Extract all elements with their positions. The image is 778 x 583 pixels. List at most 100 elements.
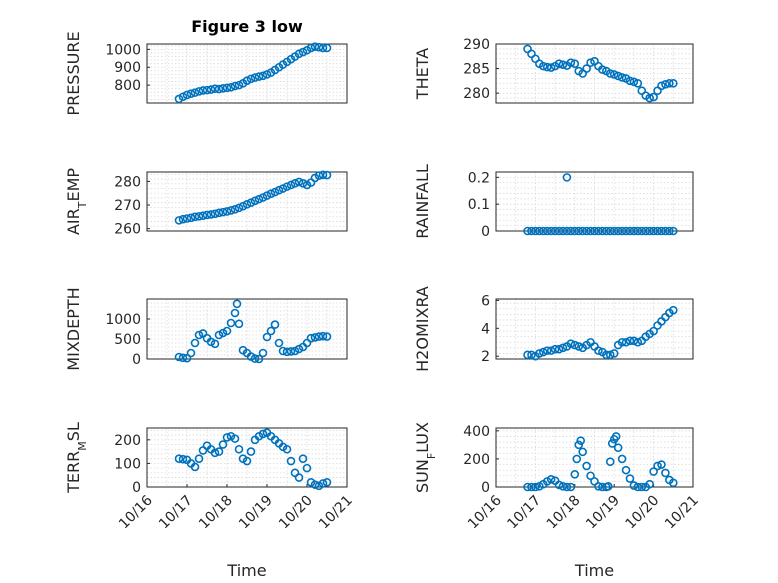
data-point bbox=[186, 348, 196, 358]
data-point bbox=[523, 350, 532, 360]
data-point bbox=[310, 480, 320, 489]
data-point bbox=[214, 447, 224, 456]
data-point bbox=[306, 333, 316, 343]
data-point bbox=[294, 177, 304, 187]
data-point bbox=[566, 226, 576, 236]
data-point bbox=[254, 194, 264, 204]
subplot-4: 0 0.1 0.2 RAINFALL bbox=[413, 164, 694, 240]
data-point bbox=[258, 429, 268, 439]
data-point bbox=[570, 470, 580, 479]
data-point bbox=[558, 481, 568, 491]
data-point bbox=[222, 326, 232, 336]
data-point bbox=[230, 204, 240, 214]
x-tick-label: 10/18 bbox=[544, 493, 584, 533]
data-point bbox=[546, 63, 556, 72]
data-point bbox=[617, 73, 627, 82]
data-point bbox=[594, 481, 603, 491]
data-point bbox=[314, 42, 324, 52]
data-point bbox=[554, 226, 564, 236]
data-point bbox=[202, 85, 212, 95]
data-point bbox=[527, 482, 536, 492]
data-point bbox=[178, 454, 188, 464]
y-tick-label: 270 bbox=[114, 198, 141, 214]
data-point bbox=[278, 346, 288, 356]
data-point bbox=[194, 87, 204, 96]
y-tick-label: 200 bbox=[114, 433, 141, 449]
data-point bbox=[574, 440, 584, 450]
data-point bbox=[262, 191, 272, 200]
axis-frame bbox=[146, 427, 348, 488]
data-point bbox=[594, 226, 603, 236]
data-point bbox=[668, 79, 678, 88]
y-axis-label: AIRTEMP bbox=[64, 168, 89, 235]
data-point bbox=[226, 206, 236, 215]
data-point bbox=[232, 299, 242, 309]
data-point bbox=[558, 343, 568, 353]
y-tick-label: 2 bbox=[481, 349, 490, 365]
data-point bbox=[250, 73, 260, 82]
data-point bbox=[242, 76, 252, 85]
data-point bbox=[657, 460, 666, 469]
data-point bbox=[582, 226, 591, 236]
data-point bbox=[637, 482, 647, 492]
data-point bbox=[234, 444, 244, 454]
data-point bbox=[668, 226, 678, 236]
data-point bbox=[665, 226, 674, 236]
y-axis-label: THETA bbox=[413, 48, 432, 100]
data-point bbox=[570, 226, 580, 236]
data-point bbox=[174, 216, 184, 225]
data-point bbox=[218, 207, 228, 217]
x-tick-label: 10/17 bbox=[156, 493, 196, 533]
data-point bbox=[234, 319, 244, 329]
y-tick-label: 0 bbox=[481, 480, 490, 496]
data-point bbox=[266, 189, 276, 199]
data-point bbox=[629, 77, 639, 87]
data-point bbox=[570, 59, 580, 68]
data-point bbox=[633, 482, 643, 492]
data-point bbox=[621, 465, 631, 475]
y-tick-label: 285 bbox=[463, 62, 490, 78]
data-point bbox=[625, 474, 635, 483]
data-point bbox=[629, 481, 639, 490]
x-tick-label: 10/18 bbox=[196, 493, 236, 533]
data-point bbox=[558, 226, 568, 236]
y-tick-label: 500 bbox=[114, 332, 141, 348]
y-tick-label: 1000 bbox=[105, 42, 141, 58]
data-point bbox=[266, 326, 276, 336]
data-point bbox=[582, 64, 591, 73]
data-point bbox=[531, 482, 540, 492]
data-point bbox=[198, 86, 208, 95]
data-point bbox=[222, 83, 232, 93]
data-point bbox=[294, 49, 304, 59]
data-point bbox=[605, 69, 615, 78]
data-point bbox=[178, 353, 188, 363]
data-point bbox=[210, 339, 220, 349]
data-point bbox=[318, 43, 328, 53]
data-point bbox=[641, 226, 651, 236]
data-point bbox=[174, 352, 184, 362]
data-point bbox=[542, 226, 552, 236]
subplot-8: 0 200 400 10/16 10/17 10/18 10/19 10/20 10/21 SUN… bbox=[413, 422, 702, 580]
data-point bbox=[566, 58, 576, 67]
y-tick-label: 1000 bbox=[105, 312, 141, 328]
data-point bbox=[322, 170, 332, 180]
data-point bbox=[190, 338, 200, 348]
data-point bbox=[222, 433, 232, 442]
y-tick-label: 260 bbox=[114, 222, 141, 238]
data-point bbox=[649, 92, 658, 102]
subplot-5: 0 500 1000 MIXDEPTH bbox=[64, 287, 348, 371]
data-point bbox=[523, 482, 532, 492]
data-point bbox=[633, 337, 643, 347]
data-point bbox=[668, 305, 678, 315]
data-point bbox=[230, 308, 240, 318]
x-tick-label: 10/19 bbox=[236, 493, 276, 533]
axis-frame bbox=[495, 298, 694, 360]
data-point bbox=[194, 212, 204, 221]
data-point bbox=[206, 210, 216, 219]
data-point bbox=[550, 226, 560, 236]
data-point bbox=[562, 482, 572, 492]
data-point bbox=[314, 332, 324, 341]
data-point bbox=[226, 318, 236, 328]
data-point bbox=[246, 198, 256, 207]
y-tick-label: 900 bbox=[114, 60, 141, 76]
